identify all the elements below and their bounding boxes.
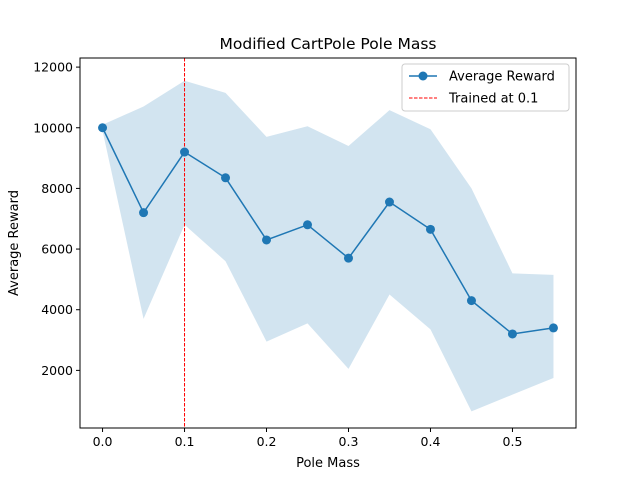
x-tick-label: 0.2 [257, 434, 277, 449]
plot-frame [79, 57, 577, 429]
y-tick-label: 8000 [41, 181, 73, 196]
legend-box [401, 63, 570, 112]
y-tick-label: 6000 [41, 242, 73, 257]
y-axis: 2000 4000 6000 8000 10000 12000 [33, 60, 80, 378]
data-point [221, 173, 231, 183]
x-tick-label: 0.0 [93, 434, 113, 449]
x-axis-label: Pole Mass [296, 456, 360, 471]
data-point [303, 220, 313, 230]
x-tick-label: 0.5 [503, 434, 523, 449]
plot-area [98, 58, 558, 428]
chart-title: Modified CartPole Pole Mass [220, 35, 437, 53]
y-tick-label: 12000 [33, 60, 73, 75]
legend-label-average-reward: Average Reward [449, 70, 555, 85]
data-point [548, 323, 558, 333]
legend: Average Reward Trained at 0.1 [401, 63, 570, 112]
data-point [384, 197, 394, 207]
series-line-average-reward [101, 127, 554, 335]
y-tick-label: 10000 [33, 120, 73, 135]
data-point [139, 208, 149, 218]
legend-label-trained: Trained at 0.1 [448, 92, 538, 107]
data-point [507, 329, 517, 339]
legend-marker-average-reward [418, 71, 428, 81]
data-point [343, 253, 353, 263]
data-point [262, 235, 272, 245]
confidence-band [102, 80, 554, 412]
y-tick-label: 4000 [41, 302, 73, 317]
data-point [180, 147, 190, 157]
x-axis: 0.0 0.1 0.2 0.3 0.4 0.5 [93, 428, 523, 449]
y-tick-label: 2000 [41, 363, 73, 378]
data-point [98, 123, 108, 133]
data-point [425, 224, 435, 234]
data-point [466, 296, 476, 306]
x-tick-label: 0.1 [175, 434, 195, 449]
x-tick-label: 0.4 [421, 434, 441, 449]
y-axis-label: Average Reward [7, 190, 22, 296]
x-tick-label: 0.3 [339, 434, 359, 449]
